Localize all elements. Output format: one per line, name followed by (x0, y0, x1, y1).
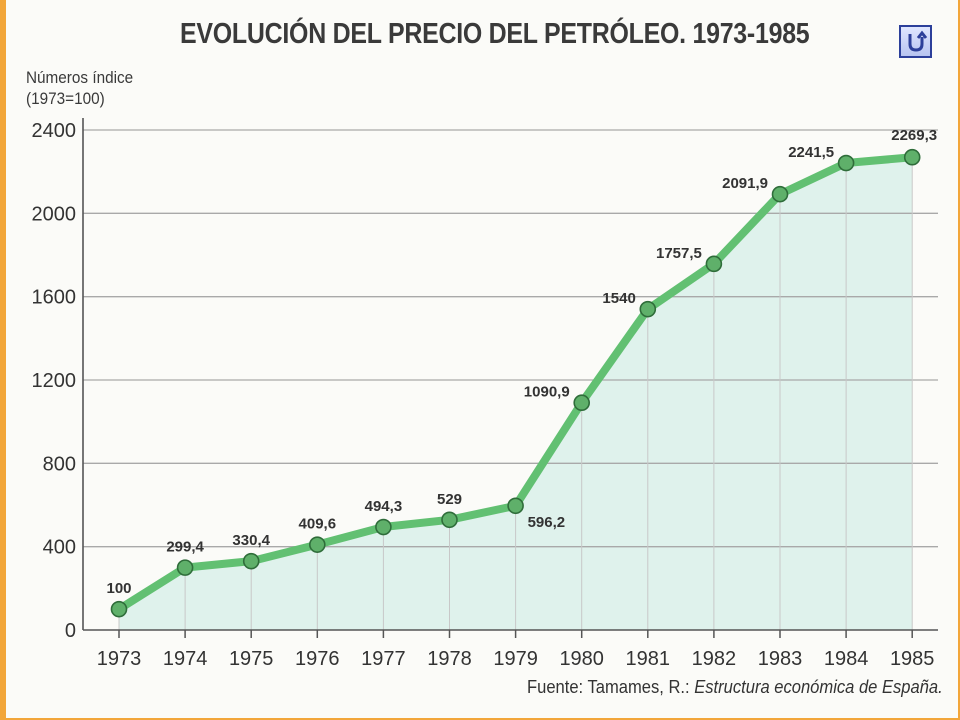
x-tick-label-1974: 1974 (163, 648, 208, 670)
y-tick-label-800: 800 (43, 453, 76, 475)
data-label-1985: 2269,3 (891, 127, 937, 144)
data-point-1981 (639, 300, 657, 318)
data-label-1983: 2091,9 (722, 175, 768, 192)
line-chart: 0 400 800 1200 1600 2000 2400 1973 1974 1975 1976 1… (32, 118, 938, 670)
x-tick-label-1984: 1984 (824, 648, 869, 670)
data-label-1974: 299,4 (166, 539, 204, 556)
source-prefix: Fuente: Tamames, R.: (527, 677, 695, 697)
data-label-1979: 596,2 (528, 514, 566, 531)
y-tick-label-2000: 2000 (32, 203, 77, 225)
x-tick-label-1978: 1978 (427, 648, 472, 670)
y-tick-label-2400: 2400 (32, 120, 77, 142)
data-label-1978: 529 (437, 491, 462, 508)
source-title: Estructura económica de España. (694, 677, 943, 697)
data-point-1977 (375, 518, 392, 536)
return-arrow-icon (908, 30, 927, 52)
x-tick-label-1983: 1983 (758, 648, 803, 670)
x-tick-label-1976: 1976 (295, 648, 340, 670)
data-point-1978 (441, 511, 458, 529)
chart-title: EVOLUCIÓN DEL PRECIO DEL PETRÓLEO. 1973-… (180, 18, 810, 50)
data-point-1979 (507, 497, 524, 515)
y-axis-label: Números índice (1973=100) (26, 67, 133, 109)
data-point-1985 (903, 148, 921, 166)
data-point-1973 (110, 600, 128, 618)
data-label-1973: 100 (106, 580, 131, 597)
x-tick-label-1979: 1979 (493, 648, 538, 670)
data-point-1975 (242, 552, 260, 570)
x-tick-label-1981: 1981 (626, 648, 671, 670)
y-tick-label-1200: 1200 (32, 370, 77, 392)
data-point-1976 (308, 536, 326, 553)
x-tick-label-1985: 1985 (890, 648, 935, 670)
data-label-1977: 494,3 (365, 498, 403, 515)
source-note: Fuente: Tamames, R.: Estructura económic… (527, 677, 943, 698)
data-point-1974 (176, 559, 194, 576)
data-label-1976: 409,6 (299, 516, 337, 533)
x-tick-label-1982: 1982 (692, 648, 737, 670)
y-tick-label-0: 0 (65, 620, 76, 642)
data-point-1982 (705, 255, 723, 273)
data-label-1980: 1090,9 (524, 384, 570, 401)
x-tick-label-1975: 1975 (229, 648, 274, 670)
data-label-1981: 1540 (602, 290, 635, 307)
data-label-1984: 2241,5 (788, 144, 834, 161)
y-axis-label-line2: (1973=100) (26, 89, 105, 108)
data-label-1975: 330,4 (232, 532, 270, 549)
y-axis-label-line1: Números índice (26, 68, 134, 87)
data-point-1980 (573, 394, 591, 412)
x-tick-label-1977: 1977 (361, 648, 406, 670)
data-label-1982: 1757,5 (656, 245, 702, 262)
data-point-1984 (837, 154, 855, 172)
x-tick-label-1980: 1980 (559, 648, 604, 670)
x-tick-label-1973: 1973 (97, 648, 142, 670)
y-tick-label-1600: 1600 (32, 287, 77, 309)
back-button[interactable] (899, 25, 932, 58)
chart-sheet: EVOLUCIÓN DEL PRECIO DEL PETRÓLEO. 1973-… (6, 0, 958, 718)
data-point-1983 (771, 185, 789, 203)
y-tick-label-400: 400 (43, 537, 76, 559)
